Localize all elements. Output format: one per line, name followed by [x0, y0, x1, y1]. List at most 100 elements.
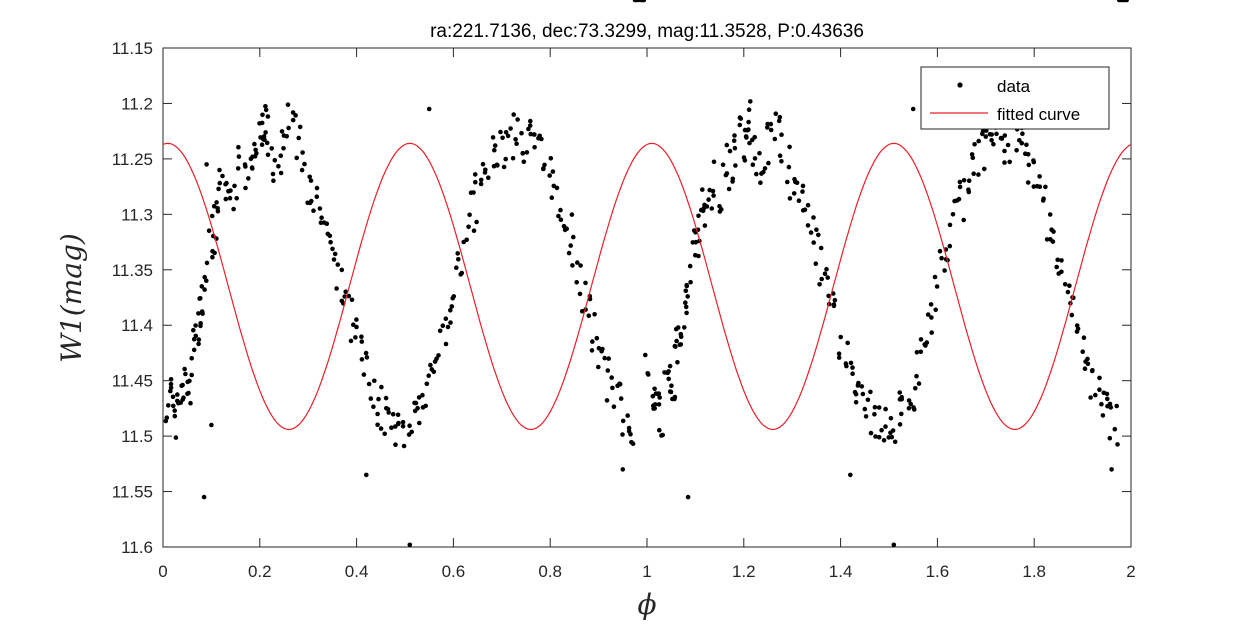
- data-point: [863, 414, 869, 419]
- data-point: [805, 202, 811, 208]
- data-point: [947, 243, 953, 249]
- data-point: [389, 425, 394, 431]
- data-point: [407, 423, 412, 429]
- data-point: [515, 117, 520, 122]
- data-point: [700, 208, 706, 214]
- data-point: [526, 126, 531, 132]
- data-point: [199, 284, 205, 289]
- data-point: [172, 413, 178, 419]
- data-point: [1075, 326, 1081, 332]
- data-point: [1054, 264, 1059, 270]
- data-point: [172, 408, 177, 413]
- data-point: [407, 542, 413, 548]
- data-point: [330, 246, 335, 252]
- data-point: [234, 196, 239, 201]
- data-point: [802, 207, 808, 212]
- data-point: [551, 183, 557, 189]
- data-point: [929, 315, 934, 320]
- data-point: [773, 111, 779, 116]
- data-point: [969, 152, 975, 157]
- data-point: [733, 163, 738, 168]
- data-point: [772, 136, 778, 142]
- data-point: [826, 293, 831, 299]
- data-point: [164, 415, 170, 421]
- data-point: [961, 178, 967, 183]
- data-point: [899, 411, 904, 417]
- data-point: [285, 102, 291, 107]
- data-point: [1059, 269, 1064, 275]
- data-point: [272, 158, 278, 163]
- data-point: [574, 280, 579, 285]
- data-point: [191, 347, 197, 353]
- data-point: [181, 395, 186, 401]
- data-point: [171, 403, 176, 409]
- data-point: [794, 180, 800, 185]
- data-point: [813, 261, 819, 267]
- data-point: [464, 237, 470, 243]
- data-point: [383, 395, 389, 401]
- data-point: [831, 303, 837, 309]
- data-point: [339, 267, 345, 273]
- data-point: [353, 335, 358, 340]
- data-point: [278, 170, 284, 176]
- data-point: [448, 320, 453, 325]
- data-point: [308, 178, 314, 183]
- data-point: [210, 248, 215, 254]
- data-point: [359, 357, 365, 362]
- data-point: [577, 291, 583, 297]
- data-point: [250, 166, 255, 171]
- data-point: [307, 174, 313, 180]
- data-point: [206, 228, 212, 233]
- data-point: [883, 424, 888, 429]
- data-point: [630, 441, 636, 447]
- data-point: [791, 191, 797, 196]
- data-point: [228, 188, 233, 193]
- data-point: [685, 294, 690, 299]
- data-point: [209, 213, 215, 219]
- y-axis-label: W1(mag): [55, 233, 88, 363]
- data-point: [1088, 395, 1093, 400]
- data-point: [325, 231, 331, 237]
- data-point: [916, 381, 922, 386]
- data-point: [862, 406, 868, 412]
- data-point: [638, 0, 644, 3]
- legend-curve-label: fitted curve: [997, 105, 1080, 124]
- data-point: [492, 147, 497, 153]
- data-point: [850, 371, 855, 377]
- data-point: [232, 183, 237, 189]
- data-point: [1093, 392, 1098, 398]
- data-point: [343, 289, 349, 295]
- data-point: [202, 274, 207, 280]
- data-point: [416, 395, 422, 400]
- data-point: [168, 385, 174, 391]
- data-point: [1080, 349, 1085, 355]
- data-point: [912, 407, 917, 412]
- data-point: [366, 381, 372, 387]
- data-point: [693, 239, 699, 245]
- y-tick-label: 11.55: [112, 483, 153, 502]
- y-tick-label: 11.6: [121, 538, 153, 557]
- data-point: [724, 142, 730, 148]
- data-point: [455, 251, 461, 256]
- data-point: [748, 99, 753, 104]
- data-point: [776, 118, 782, 124]
- data-point: [183, 371, 188, 377]
- data-point: [610, 385, 615, 391]
- data-point: [498, 129, 503, 135]
- data-point: [824, 266, 829, 272]
- data-point: [1099, 401, 1104, 407]
- data-point: [478, 177, 484, 183]
- y-tick-label: 11.45: [112, 372, 153, 391]
- data-point: [1097, 387, 1102, 393]
- data-point: [856, 380, 861, 386]
- data-point: [413, 400, 419, 406]
- data-point: [372, 378, 377, 384]
- data-point: [235, 166, 241, 171]
- data-point: [706, 197, 711, 202]
- data-point: [454, 265, 459, 271]
- data-point: [667, 363, 673, 369]
- data-point: [852, 389, 858, 395]
- data-point: [1002, 148, 1007, 154]
- data-point: [908, 401, 913, 407]
- data-point: [650, 393, 656, 399]
